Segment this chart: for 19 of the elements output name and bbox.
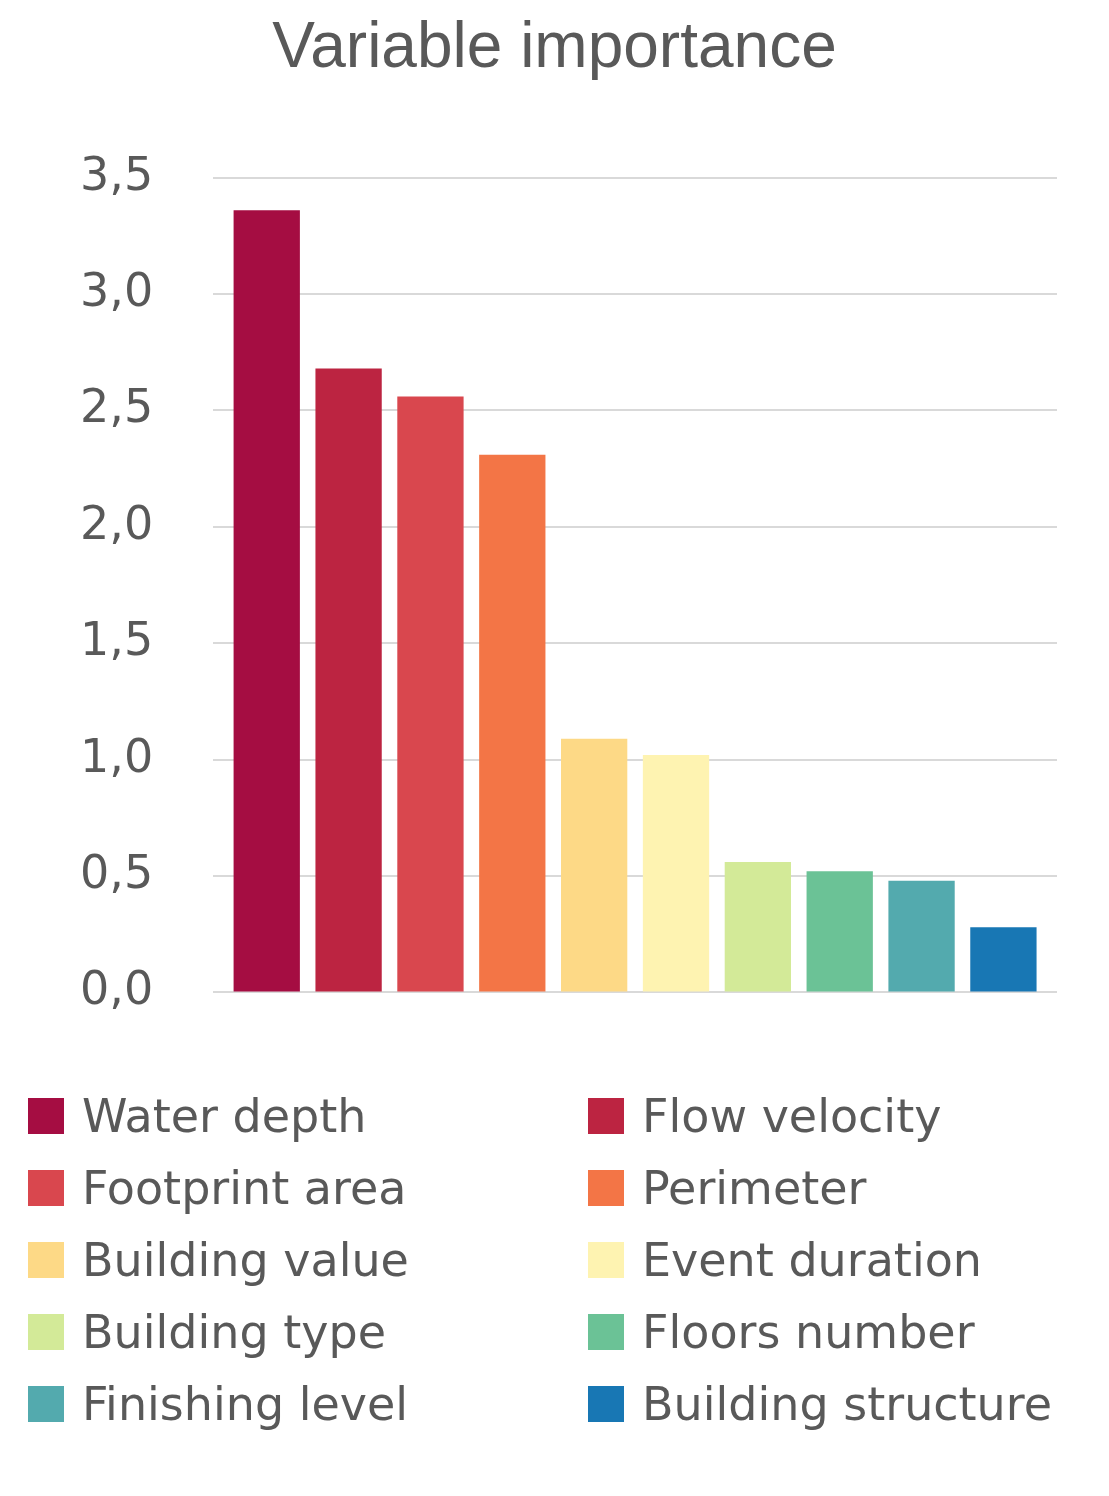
y-tick-label: 2,5 [80,379,154,434]
legend-label: Finishing level [82,1376,409,1433]
legend-label: Perimeter [642,1160,867,1217]
y-tick-label: 1,0 [80,728,154,783]
legend-label: Flow velocity [642,1088,942,1145]
y-tick-label: 0,5 [80,844,154,899]
legend-label: Footprint area [82,1160,407,1217]
y-tick-label: 3,0 [80,262,154,317]
y-tick-label: 0,0 [80,961,154,1016]
legend-label: Floors number [642,1304,975,1361]
y-tick-label: 2,0 [80,495,154,550]
y-tick-label: 1,5 [80,612,154,667]
legend-label: Building value [82,1232,409,1289]
legend-label: Building type [82,1304,386,1361]
legend-label: Building structure [642,1376,1052,1433]
legend-label: Event duration [642,1232,982,1289]
y-tick-label: 3,5 [80,146,154,201]
legend-label: Water depth [82,1088,367,1145]
chart-title: Variable importance [271,8,838,83]
